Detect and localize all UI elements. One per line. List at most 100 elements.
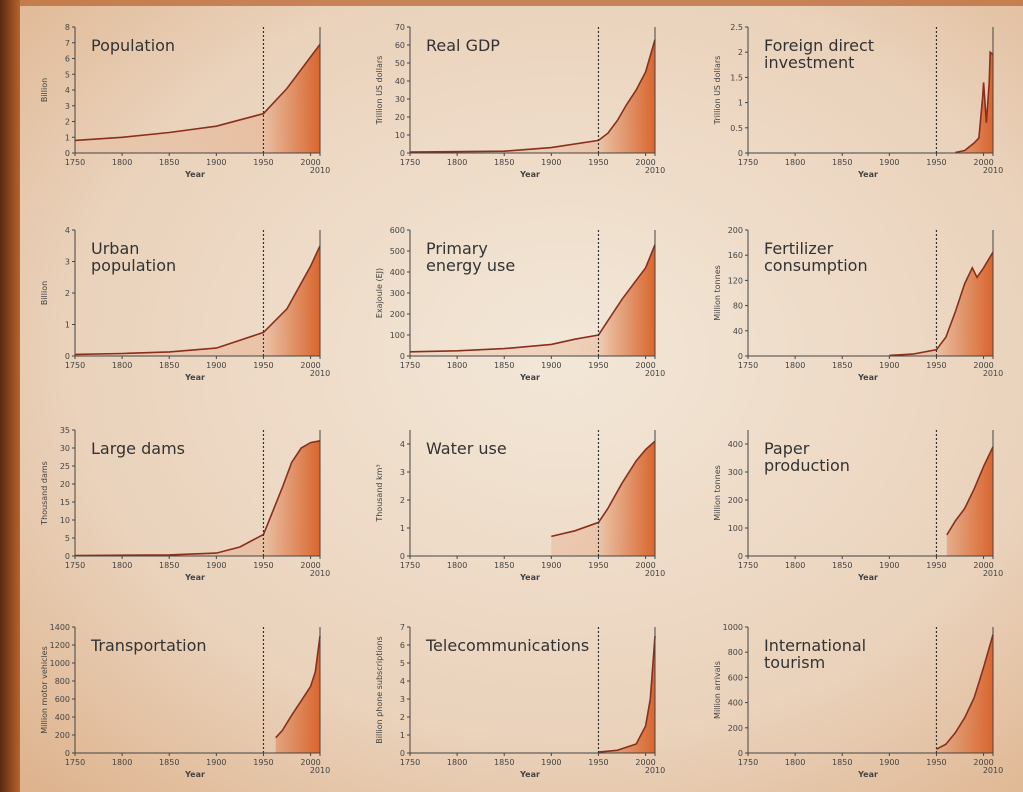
y-tick-label: 600 [728,673,743,682]
x-tick-label: 1950 [588,561,608,570]
panel: 0 200 400 600 800 1000 1750 1800 1850 1900 1950 200… [713,623,1003,779]
x-tick-label: 1750 [400,758,420,767]
y-tick-label: 2 [65,289,70,298]
y-tick-label: 5 [65,534,70,543]
y-tick-label: 6 [400,641,405,650]
x-tick-label: 1950 [926,561,946,570]
x-tick-label: 1900 [879,158,899,167]
y-tick-label: 0 [400,552,405,561]
x-tick-label: 1900 [206,361,226,370]
axis-frame [747,230,994,357]
y-axis-label: Million tonnes [713,265,722,321]
axis-frame [74,627,321,754]
x-tick-label: 2010 [983,166,1003,175]
y-tick-label: 40 [395,77,405,86]
x-tick-label: 1800 [112,158,132,167]
axis-frame [747,27,994,154]
axis-frame [409,27,656,154]
y-axis-label: Exajoule (EJ) [375,268,384,318]
x-tick-label: 1800 [785,758,805,767]
y-tick-label: 300 [728,468,743,477]
x-tick-label: 2010 [983,766,1003,775]
y-tick-label: 2 [738,48,743,57]
y-axis-label: Million arrivals [713,661,722,719]
x-tick-label: 1900 [879,561,899,570]
y-tick-label: 300 [390,289,405,298]
x-tick-label: 2000 [635,361,655,370]
x-tick-label: 1850 [494,758,514,767]
x-tick-label: 1800 [112,561,132,570]
x-axis-label: Year [184,573,205,582]
x-tick-label: 1950 [253,758,273,767]
x-axis-label: Year [857,170,878,179]
line [889,251,994,357]
x-tick-label: 1950 [926,158,946,167]
y-tick-label: 400 [390,268,405,277]
chart-title: Transportation [90,636,207,655]
y-tick-label: 10 [395,131,405,140]
y-tick-label: 800 [728,648,743,657]
line [74,43,321,142]
x-tick-label: 1950 [926,361,946,370]
y-tick-label: 35 [60,426,70,435]
y-tick-label: 0 [738,749,743,758]
y-tick-label: 200 [728,724,743,733]
x-tick-label: 2010 [310,766,330,775]
x-tick-label: 1800 [785,561,805,570]
x-tick-label: 1950 [588,758,608,767]
x-tick-label: 2000 [973,361,993,370]
x-tick-label: 1750 [738,361,758,370]
panel: 0 100 200 300 400 500 600 1750 1800 1850 1900 1950 2… [375,226,665,382]
x-axis-label: Year [857,373,878,382]
y-tick-label: 30 [60,444,70,453]
y-tick-label: 600 [55,695,70,704]
x-tick-label: 2010 [983,569,1003,578]
area [955,52,993,154]
y-tick-label: 40 [733,327,743,336]
y-tick-label: 1000 [723,623,743,632]
area [75,44,320,153]
chart-title: Fertilizer [764,239,834,258]
x-tick-label: 1750 [65,361,85,370]
area [75,245,320,356]
x-tick-label: 2010 [645,166,665,175]
x-tick-label: 1900 [206,758,226,767]
x-tick-label: 2010 [310,369,330,378]
x-tick-label: 2000 [635,561,655,570]
x-tick-label: 1950 [588,361,608,370]
chart-title: Urban [91,239,139,258]
line [955,50,994,154]
x-tick-label: 1750 [738,158,758,167]
y-axis-label: Thousand km³ [375,464,384,522]
x-tick-label: 2010 [645,766,665,775]
x-axis-label: Year [519,770,540,779]
x-tick-label: 1850 [832,361,852,370]
x-tick-label: 2000 [300,561,320,570]
x-tick-label: 2000 [973,758,993,767]
y-tick-label: 0 [400,149,405,158]
y-tick-label: 200 [55,731,70,740]
y-tick-label: 30 [395,95,405,104]
x-tick-label: 1850 [159,561,179,570]
chart-title: Primary [426,239,488,258]
x-tick-label: 1750 [738,561,758,570]
chart-title: population [91,256,176,275]
x-tick-label: 1750 [400,561,420,570]
y-tick-label: 1 [400,524,405,533]
y-tick-label: 400 [728,440,743,449]
y-axis-label: Million tonnes [713,465,722,521]
x-tick-label: 1850 [159,158,179,167]
line [946,446,994,536]
axis-frame [409,627,656,754]
y-axis-label: Trillion US dollars [713,56,722,126]
y-tick-label: 0 [738,352,743,361]
y-tick-label: 200 [728,496,743,505]
y-axis-label: Thousand dams [40,461,49,526]
y-tick-label: 1000 [50,659,70,668]
chart-title: Paper [764,439,810,458]
y-tick-label: 1400 [50,623,70,632]
y-tick-label: 7 [400,623,405,632]
